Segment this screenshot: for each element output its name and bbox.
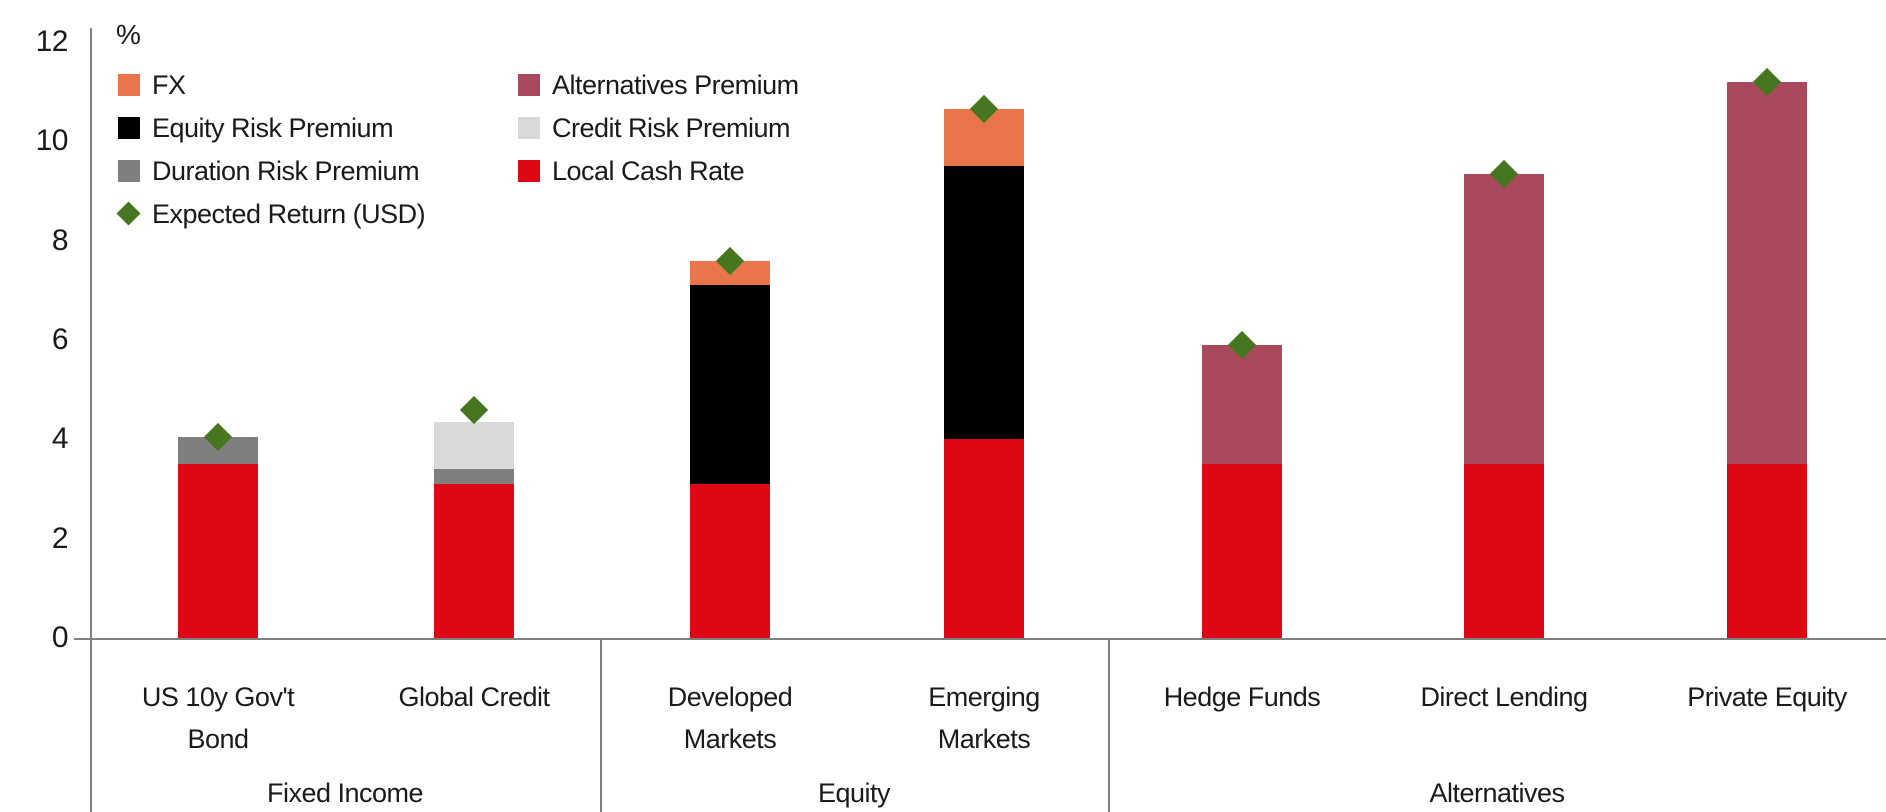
legend-marker-fx: [118, 74, 140, 96]
group-divider-line: [600, 638, 602, 812]
legend-label-fx: FX: [152, 70, 186, 100]
y-tick-label: 10: [35, 124, 69, 158]
bar-segment-local-cash-rate: [434, 484, 514, 638]
y-tick-label: 0: [51, 621, 69, 654]
legend-marker-diamond-expected-return-usd: [116, 201, 141, 226]
x-category-label: Global Credit: [398, 682, 550, 712]
legend-label-local-cash-rate: Local Cash Rate: [552, 156, 745, 186]
y-tick-label: 2: [51, 521, 69, 555]
y-tick-label: 4: [51, 422, 69, 456]
x-group-label: Equity: [817, 778, 891, 808]
bar-segment-alternatives-premium: [1464, 173, 1544, 465]
legend-label-expected-return-usd: Expected Return (USD): [152, 199, 426, 229]
legend-marker-duration-risk-premium: [118, 160, 140, 182]
bar-segment-duration-risk-premium: [434, 469, 514, 484]
bar-segment-equity-risk-premium: [690, 285, 770, 484]
legend-marker-local-cash-rate: [518, 160, 540, 182]
y-axis-line: [90, 28, 92, 812]
x-axis-baseline: [74, 638, 1886, 640]
group-divider-line: [1108, 638, 1110, 812]
legend-label-equity-risk-premium: Equity Risk Premium: [152, 113, 394, 143]
x-category-label: Private Equity: [1687, 682, 1847, 712]
x-group-label: Alternatives: [1429, 778, 1565, 808]
bar-segment-alternatives-premium: [1727, 81, 1807, 465]
bar-segment-local-cash-rate: [690, 484, 770, 638]
x-category-label: Developed Markets: [667, 682, 793, 754]
legend-label-duration-risk-premium: Duration Risk Premium: [152, 156, 420, 186]
bar-segment-equity-risk-premium: [944, 166, 1024, 440]
bar-segment-local-cash-rate: [178, 464, 258, 638]
x-category-label: Hedge Funds: [1163, 682, 1321, 712]
expected-return-marker: [459, 395, 489, 424]
x-category-label: US 10y Gov't Bond: [141, 682, 295, 754]
legend-marker-credit-risk-premium: [518, 117, 540, 139]
bar-segment-alternatives-premium: [1202, 344, 1282, 465]
y-tick-label: 12: [35, 24, 69, 58]
legend-label-credit-risk-premium: Credit Risk Premium: [552, 113, 791, 143]
y-axis-unit-label: %: [116, 19, 141, 50]
x-group-label: Fixed Income: [266, 778, 424, 808]
bar-segment-local-cash-rate: [944, 439, 1024, 638]
y-tick-label: 8: [51, 223, 69, 257]
bar-segment-credit-risk-premium: [434, 421, 514, 470]
legend-marker-equity-risk-premium: [118, 117, 140, 139]
y-tick-label: 6: [51, 322, 69, 356]
bar-segment-local-cash-rate: [1464, 464, 1544, 638]
bar-segment-local-cash-rate: [1727, 464, 1807, 638]
legend-label-alternatives-premium: Alternatives Premium: [552, 70, 799, 100]
x-category-label: Emerging Markets: [928, 682, 1040, 754]
x-category-label: Direct Lending: [1420, 682, 1588, 712]
legend-marker-alternatives-premium: [518, 74, 540, 96]
bar-segment-local-cash-rate: [1202, 464, 1282, 638]
